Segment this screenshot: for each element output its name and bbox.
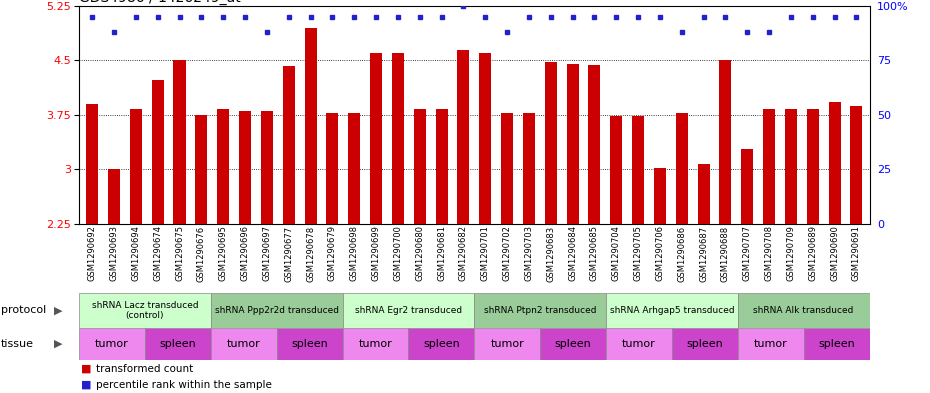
Text: ▶: ▶: [54, 339, 62, 349]
Text: transformed count: transformed count: [96, 364, 193, 374]
Text: spleen: spleen: [686, 339, 724, 349]
Bar: [671, 328, 737, 360]
Bar: [474, 328, 540, 360]
Bar: [479, 53, 491, 224]
Bar: [540, 328, 606, 360]
Bar: [850, 106, 862, 224]
Bar: [79, 328, 145, 360]
Text: ■: ■: [81, 380, 91, 389]
Text: spleen: spleen: [554, 339, 591, 349]
Bar: [589, 65, 601, 224]
Bar: [304, 28, 316, 224]
Bar: [632, 116, 644, 224]
Bar: [566, 64, 578, 224]
Bar: [414, 109, 426, 224]
Bar: [435, 109, 447, 224]
Bar: [610, 116, 622, 224]
Bar: [741, 149, 753, 224]
Text: protocol: protocol: [1, 305, 46, 316]
Bar: [654, 168, 666, 224]
Bar: [86, 104, 99, 224]
Text: spleen: spleen: [423, 339, 459, 349]
Text: ■: ■: [81, 364, 91, 374]
Bar: [211, 328, 277, 360]
Bar: [720, 61, 731, 224]
Bar: [606, 293, 737, 328]
Bar: [545, 62, 557, 224]
Bar: [804, 328, 870, 360]
Bar: [260, 111, 272, 224]
Bar: [606, 328, 671, 360]
Bar: [370, 53, 382, 224]
Bar: [211, 293, 342, 328]
Text: spleen: spleen: [818, 339, 855, 349]
Bar: [195, 115, 207, 224]
Bar: [408, 328, 474, 360]
Bar: [174, 61, 185, 224]
Bar: [145, 328, 211, 360]
Bar: [342, 328, 408, 360]
Bar: [806, 109, 818, 224]
Bar: [79, 293, 211, 328]
Bar: [474, 293, 606, 328]
Text: shRNA Arhgap5 transduced: shRNA Arhgap5 transduced: [609, 306, 735, 315]
Bar: [218, 109, 229, 224]
Text: tumor: tumor: [490, 339, 525, 349]
Text: shRNA Ptpn2 transduced: shRNA Ptpn2 transduced: [484, 306, 596, 315]
Text: spleen: spleen: [159, 339, 196, 349]
Bar: [764, 109, 775, 224]
Bar: [737, 293, 870, 328]
Bar: [239, 111, 251, 224]
Text: tumor: tumor: [95, 339, 129, 349]
Bar: [277, 328, 342, 360]
Bar: [501, 113, 513, 224]
Bar: [342, 293, 474, 328]
Bar: [392, 53, 404, 224]
Text: tumor: tumor: [622, 339, 656, 349]
Text: tumor: tumor: [754, 339, 788, 349]
Bar: [829, 102, 841, 224]
Bar: [348, 113, 360, 224]
Text: shRNA Alk transduced: shRNA Alk transduced: [753, 306, 854, 315]
Text: tumor: tumor: [227, 339, 260, 349]
Bar: [523, 114, 535, 224]
Bar: [326, 113, 339, 224]
Bar: [785, 109, 797, 224]
Bar: [152, 80, 164, 224]
Text: GDS4986 / 1426249_at: GDS4986 / 1426249_at: [79, 0, 241, 5]
Bar: [458, 50, 470, 224]
Text: spleen: spleen: [291, 339, 328, 349]
Text: ▶: ▶: [54, 305, 62, 316]
Bar: [108, 169, 120, 224]
Bar: [698, 163, 710, 224]
Text: shRNA Egr2 transduced: shRNA Egr2 transduced: [355, 306, 462, 315]
Bar: [130, 109, 142, 224]
Bar: [737, 328, 804, 360]
Text: shRNA Ppp2r2d transduced: shRNA Ppp2r2d transduced: [215, 306, 339, 315]
Bar: [283, 66, 295, 224]
Bar: [676, 113, 688, 224]
Text: shRNA Lacz transduced
(control): shRNA Lacz transduced (control): [92, 301, 198, 320]
Text: tumor: tumor: [359, 339, 392, 349]
Text: tissue: tissue: [1, 339, 33, 349]
Text: percentile rank within the sample: percentile rank within the sample: [96, 380, 272, 389]
